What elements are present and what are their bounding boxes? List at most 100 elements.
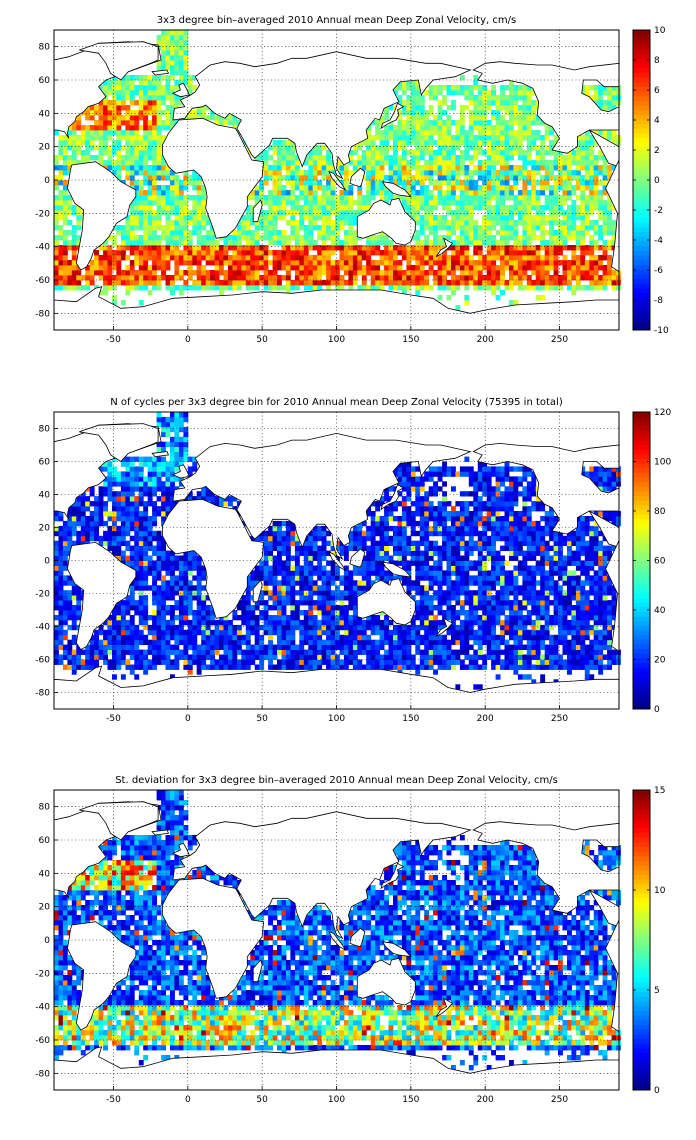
heatmap-cell [138,265,144,271]
heatmap-cell [446,200,452,206]
heatmap-cell [98,115,104,121]
heatmap-cell [442,190,447,196]
heatmap-cell [156,245,162,251]
heatmap-cell [170,225,175,231]
heatmap-cell [214,280,220,286]
heatmap-cell [107,280,113,286]
heatmap-cell [281,175,287,181]
heatmap-cell [486,200,492,206]
heatmap-cell [379,280,385,286]
heatmap-cell [468,195,474,201]
heatmap-cell [268,285,273,291]
heatmap-cell [468,215,474,221]
heatmap-cell [526,90,532,96]
heatmap-cell [379,260,385,266]
heatmap-cell [401,659,407,665]
heatmap-cell [459,120,465,126]
heatmap-cell [308,175,314,181]
coastline [151,69,170,76]
heatmap-cell [125,165,131,171]
heatmap-cell [116,634,122,641]
heatmap-cell [593,100,599,106]
heatmap-cell [152,105,157,111]
heatmap-cell [531,255,537,261]
heatmap-cell [477,90,483,96]
heatmap-cell [165,30,171,36]
heatmap-cell [370,155,376,161]
heatmap-cell [410,195,416,201]
heatmap-cell [129,205,135,211]
heatmap-cell [424,220,430,226]
heatmap-cell [143,649,149,655]
heatmap-cell [495,185,501,191]
heatmap-cell [477,100,483,106]
heatmap-cell [517,245,523,251]
heatmap-cell [544,205,550,211]
heatmap-cell [219,245,224,251]
heatmap-cell [451,255,456,261]
heatmap-cell [330,615,336,621]
heatmap-cell [406,85,412,91]
heatmap-cell [491,155,496,161]
heatmap-cell [147,265,153,271]
heatmap-cell [575,180,581,186]
heatmap-cell [174,629,180,636]
heatmap-cell [388,255,394,261]
heatmap-cell [250,265,256,271]
heatmap-cell [85,155,91,161]
heatmap-cell [152,260,157,266]
heatmap-cell [415,634,421,641]
heatmap-cell [473,75,479,81]
heatmap-cell [442,140,447,146]
heatmap-cell [442,215,447,221]
heatmap-cell [335,610,340,616]
heatmap-cell [147,280,153,286]
heatmap-cell [419,105,425,111]
heatmap-cell [268,629,273,636]
heatmap-cell [424,145,430,151]
heatmap-cell [375,619,381,626]
heatmap-cell [544,170,550,176]
heatmap-cell [299,624,305,631]
heatmap-cell [134,220,140,226]
heatmap-cell [500,629,505,636]
heatmap-cell [263,265,269,271]
heatmap-cell [326,185,331,191]
heatmap-cell [62,654,68,660]
heatmap-cell [379,250,385,256]
heatmap-cell [567,215,572,221]
heatmap-cell [544,130,550,136]
heatmap-cell [580,250,586,256]
heatmap-cell [580,225,586,231]
heatmap-cell [558,150,563,156]
heatmap-cell [602,205,608,211]
heatmap-cell [183,205,189,211]
heatmap-cell [464,649,470,655]
heatmap-cell [393,165,398,171]
heatmap-cell [393,654,398,660]
heatmap-cell [473,280,479,286]
heatmap-cell [299,225,305,231]
heatmap-cell [451,265,456,271]
heatmap-cell [451,615,456,621]
heatmap-cell [428,215,434,221]
heatmap-cell [165,260,171,266]
heatmap-cell [375,659,381,665]
heatmap-cell [326,235,331,241]
heatmap-cell [517,110,523,116]
heatmap-cell [303,155,309,161]
heatmap-cell [513,100,519,106]
heatmap-cell [406,135,412,141]
heatmap-cell [250,255,256,261]
heatmap-cell [67,220,73,226]
heatmap-cell [339,610,345,616]
heatmap-cell [361,245,367,251]
heatmap-cell [379,155,385,161]
heatmap-cell [205,619,211,626]
heatmap-cell [446,150,452,156]
heatmap-cell [165,110,171,116]
heatmap-cell [442,180,447,186]
heatmap-cell [112,285,117,291]
heatmap-cell [379,140,385,146]
heatmap-cell [161,265,166,271]
